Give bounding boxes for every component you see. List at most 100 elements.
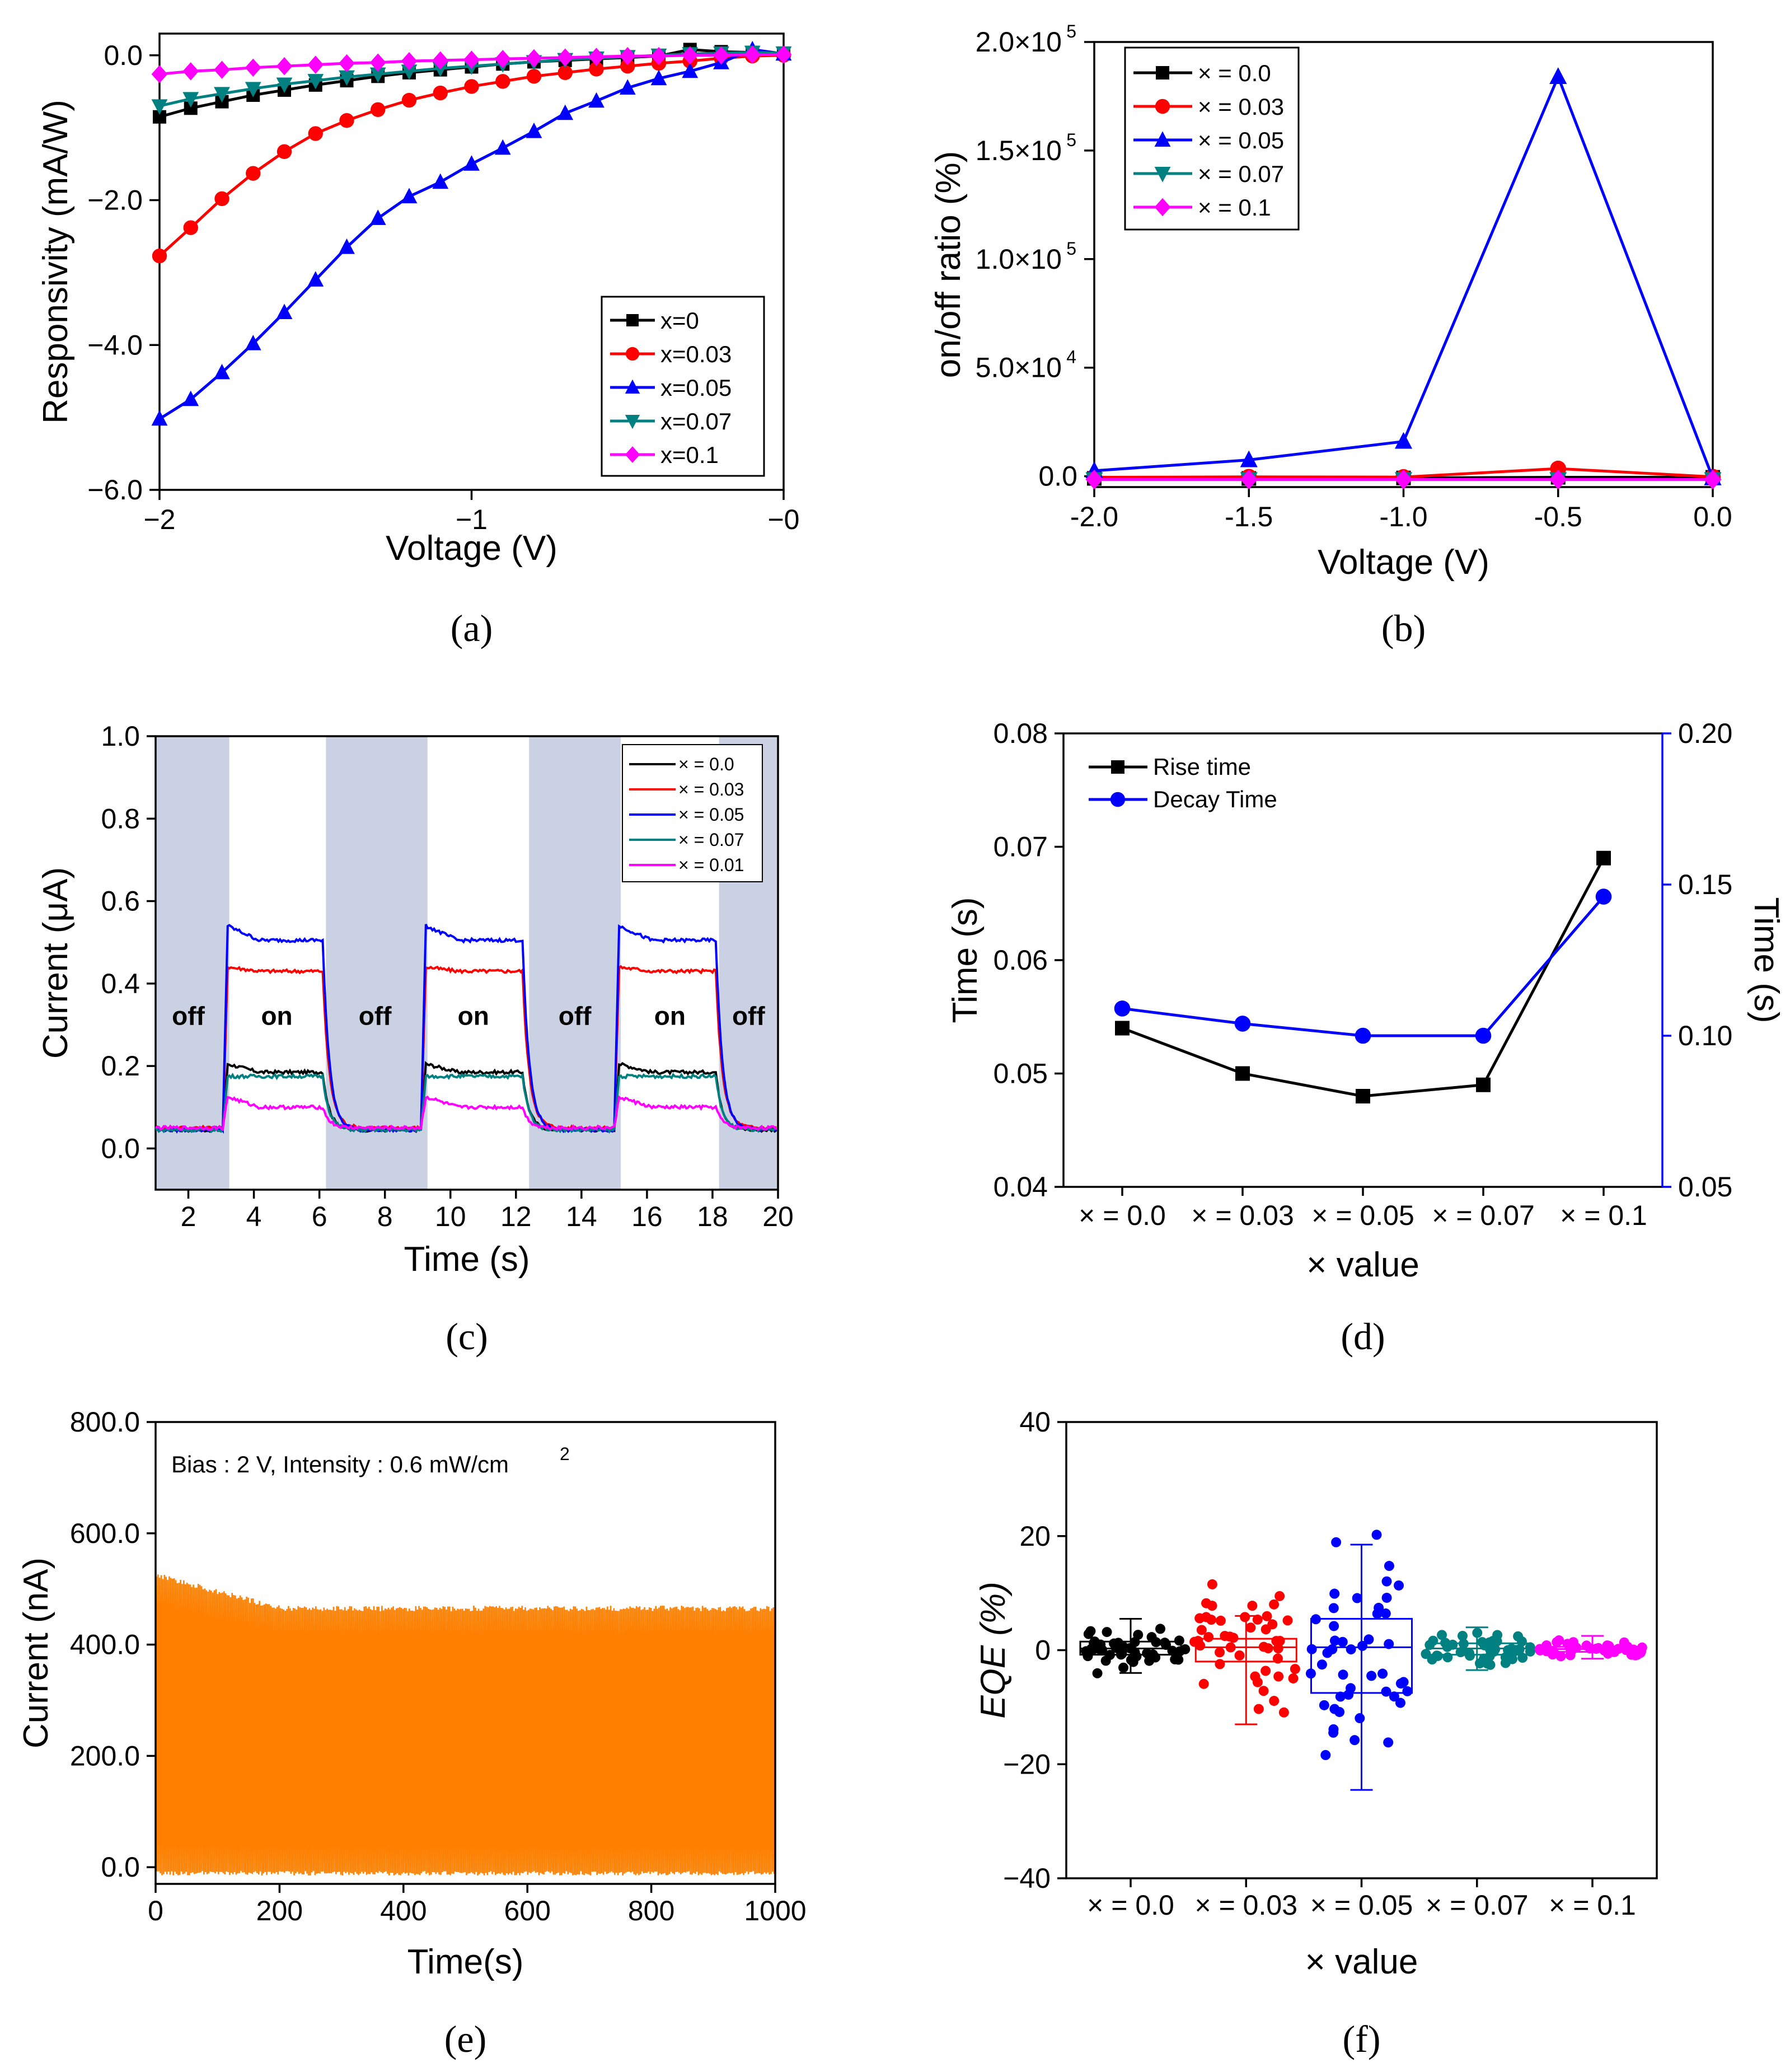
y-tick-label: 0.4 [101, 968, 140, 999]
chart-e: 0 200 400 600 800 1000 0.0 200.0 400.0 600.0 800.0… [17, 1406, 807, 2060]
y-tick-label: 20 [1019, 1521, 1051, 1552]
state-label: off [359, 1001, 392, 1030]
off-band [156, 736, 229, 1190]
data-point [1240, 450, 1258, 467]
data-point [401, 52, 418, 71]
x-tick-label: × = 0.1 [1549, 1889, 1636, 1921]
data-point [1252, 1677, 1263, 1687]
box-× = 0.0 [1079, 1617, 1191, 1678]
series-× = 0.01 [155, 1095, 777, 1131]
data-point [1355, 1713, 1365, 1724]
data-point [1595, 888, 1612, 905]
x-tick-label: 20 [762, 1201, 794, 1232]
data-point [526, 123, 542, 138]
data-point [1225, 1631, 1235, 1642]
y-tick-label: 0.6 [101, 886, 140, 917]
x-tick-label: 800 [628, 1895, 674, 1926]
y-tick-label: 0.8 [101, 803, 140, 834]
data-point [1525, 1642, 1535, 1653]
data-point [1085, 469, 1103, 489]
legend-label: x=0 [660, 307, 699, 334]
current-trace [154, 1574, 776, 1876]
data-point [494, 139, 511, 155]
data-point [1337, 1636, 1348, 1647]
data-point [1320, 1750, 1331, 1760]
x-tick-label: × = 0.0 [1087, 1889, 1174, 1921]
y-tick-label: 0.0 [1038, 461, 1077, 492]
data-point [588, 48, 605, 66]
data-point [1278, 1707, 1289, 1718]
data-point [1114, 1000, 1131, 1017]
plot-frame [154, 735, 779, 1191]
data-point [1130, 1637, 1140, 1648]
data-point [1371, 1530, 1382, 1540]
y-tick-label: 5.0×10 [976, 352, 1062, 383]
legend-marker [1154, 198, 1171, 217]
data-point [1269, 1599, 1280, 1610]
legend-label: × = 0.03 [678, 779, 744, 799]
legend-label: Rise time [1153, 754, 1251, 780]
data-point [464, 79, 479, 94]
y-tick-label: 400.0 [70, 1629, 140, 1661]
series-× = 0.07 [155, 1072, 777, 1134]
data-point [1394, 432, 1413, 449]
data-point [1207, 1601, 1217, 1611]
data-point [1110, 1643, 1121, 1653]
data-point [1274, 1591, 1285, 1601]
series-line [1122, 895, 1605, 1037]
data-point [1092, 1668, 1103, 1678]
data-point [307, 55, 324, 74]
x-tick-label: -0.5 [1534, 501, 1582, 532]
data-point [1549, 67, 1567, 85]
data-point [1455, 1647, 1466, 1658]
data-point [151, 410, 168, 426]
data-point [1384, 1561, 1394, 1571]
legend-marker [625, 446, 640, 463]
plot-frame [154, 1421, 776, 1885]
data-point [182, 92, 199, 108]
x-tick-label: 16 [631, 1201, 663, 1232]
data-point [1548, 1646, 1559, 1657]
data-point [1161, 1640, 1172, 1650]
data-point [277, 144, 292, 160]
data-point [589, 62, 604, 77]
x-tick-label: × = 0.07 [1426, 1889, 1529, 1921]
data-point [1215, 1615, 1226, 1626]
data-point [1565, 1650, 1576, 1661]
data-point [1619, 1637, 1629, 1648]
data-point [1475, 1027, 1492, 1044]
data-point [1247, 1601, 1258, 1611]
panel-label: (c) [446, 1315, 488, 1358]
y-tick-label: 0.06 [994, 944, 1048, 976]
data-point [1428, 1635, 1438, 1646]
y-tick-label: 800.0 [70, 1406, 140, 1438]
y-tick-label: 0.05 [994, 1058, 1048, 1089]
data-point [1085, 1626, 1096, 1636]
data-point [308, 126, 323, 141]
data-point [1442, 1652, 1453, 1663]
legend-marker [625, 415, 640, 429]
y-tick-label: 0.04 [994, 1171, 1048, 1203]
y-right-tick-label: 0.20 [1678, 718, 1732, 749]
data-point [182, 62, 199, 81]
legend-marker [1156, 66, 1169, 79]
data-point [1383, 1737, 1394, 1748]
data-point [214, 60, 230, 79]
legend [622, 744, 763, 882]
data-point [1196, 1625, 1207, 1635]
data-point [276, 57, 293, 76]
data-point [1458, 1639, 1469, 1649]
data-point [1170, 1654, 1180, 1664]
x-tick-label: -2.0 [1070, 501, 1118, 532]
data-point [182, 390, 199, 406]
data-point [1118, 1662, 1129, 1673]
state-label: off [732, 1001, 765, 1030]
x-tick-label: 200 [256, 1895, 303, 1926]
data-point [1500, 1652, 1511, 1663]
annotation: Bias : 2 V, Intensity : 0.6 mW/cm [171, 1451, 509, 1477]
series-× = 0.1 [1085, 469, 1722, 489]
data-point [1513, 1631, 1524, 1641]
data-point [1282, 1615, 1293, 1626]
data-point [1305, 1668, 1316, 1679]
data-point [1316, 1659, 1327, 1670]
